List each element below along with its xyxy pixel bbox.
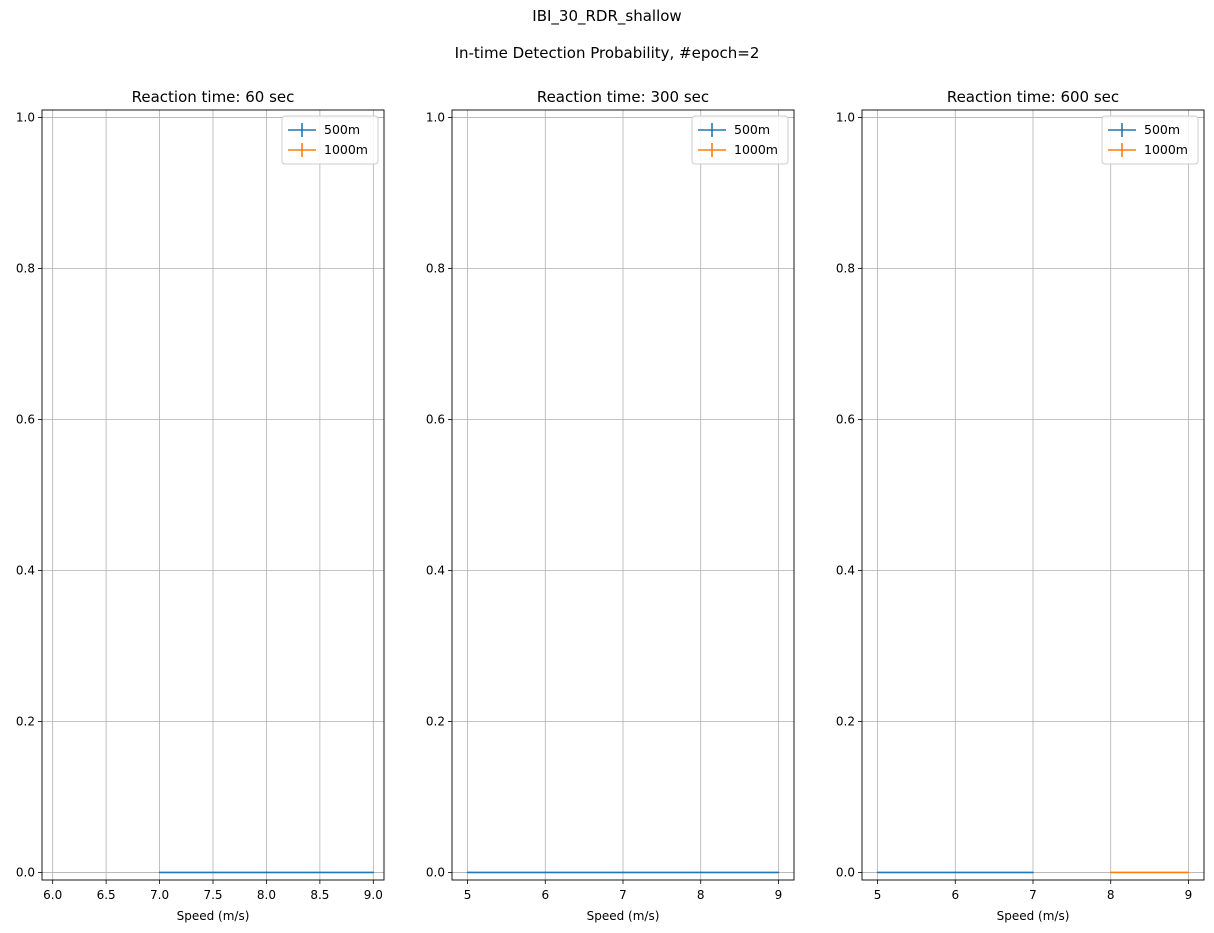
- y-tick-label: 0.6: [16, 413, 35, 427]
- data-point-1000m: [1109, 871, 1112, 874]
- x-tick-label: 8: [697, 888, 705, 902]
- x-tick-label: 6.5: [97, 888, 116, 902]
- y-tick-label: 1.0: [836, 111, 855, 125]
- data-point-500m: [158, 871, 161, 874]
- x-axis-label: Speed (m/s): [587, 909, 660, 923]
- legend: 500m 1000m: [691, 115, 789, 165]
- data-point-500m: [699, 871, 702, 874]
- legend-label-500m: 500m: [324, 122, 360, 137]
- x-tick-label: 6.0: [43, 888, 62, 902]
- x-tick-label: 9.0: [364, 888, 383, 902]
- subplot-title: Reaction time: 600 sec: [947, 88, 1119, 106]
- x-tick-label: 5: [874, 888, 882, 902]
- y-tick-label: 0.6: [836, 413, 855, 427]
- legend-label-1000m: 1000m: [734, 142, 778, 157]
- y-tick-label: 0.4: [426, 563, 445, 577]
- y-tick-label: 0.8: [836, 262, 855, 276]
- y-tick-label: 1.0: [16, 111, 35, 125]
- x-tick-label: 5: [464, 888, 472, 902]
- y-tick-label: 0.4: [16, 563, 35, 577]
- legend-label-500m: 500m: [734, 122, 770, 137]
- data-point-500m: [622, 871, 624, 874]
- data-point-500m: [1032, 871, 1034, 874]
- subplot-2: 5 6 7 8 9 0.0 0.2 0.4 0.6 0.8 1.0 Reaction time: 30…: [426, 88, 795, 923]
- x-tick-label: 9: [1185, 888, 1193, 902]
- x-tick-label: 9: [775, 888, 783, 902]
- y-tick-label: 0.8: [426, 262, 445, 276]
- subplot-3: 5 6 7 8 9 0.0 0.2 0.4 0.6 0.8 1.0 Reaction time: 60…: [836, 88, 1205, 923]
- x-tick-label: 7.5: [203, 888, 222, 902]
- y-tick-label: 0.0: [836, 865, 855, 879]
- data-point-500m: [954, 871, 957, 874]
- x-tick-label: 7: [619, 888, 627, 902]
- figure-title: IBI_30_RDR_shallow: [532, 7, 682, 25]
- data-point-500m: [466, 871, 469, 874]
- subplot-1: 6.0 6.5 7.0 7.5 8.0 8.5 9.0 0.0 0.2 0.4 0.6 0.8 1.0 R…: [16, 88, 385, 923]
- y-tick-label: 0.2: [836, 714, 855, 728]
- subplot-title: Reaction time: 300 sec: [537, 88, 709, 106]
- legend-box: [1101, 115, 1199, 165]
- x-tick-label: 6: [541, 888, 549, 902]
- y-tick-label: 0.4: [836, 563, 855, 577]
- y-tick-label: 0.8: [16, 262, 35, 276]
- subplot-title: Reaction time: 60 sec: [132, 88, 295, 106]
- data-point-500m: [372, 871, 375, 874]
- legend: 500m 1000m: [281, 115, 379, 165]
- data-point-500m: [777, 871, 780, 874]
- x-tick-label: 8: [1107, 888, 1115, 902]
- x-tick-label: 7.0: [150, 888, 169, 902]
- data-point-1000m: [1187, 871, 1190, 874]
- legend-label-500m: 500m: [1144, 122, 1180, 137]
- data-point-500m: [544, 871, 547, 874]
- figure-subtitle: In-time Detection Probability, #epoch=2: [454, 44, 760, 62]
- x-axis-label: Speed (m/s): [997, 909, 1070, 923]
- legend-label-1000m: 1000m: [324, 142, 368, 157]
- axes-frame: [861, 109, 1205, 881]
- x-axis-label: Speed (m/s): [177, 909, 250, 923]
- x-tick-label: 7: [1029, 888, 1037, 902]
- y-tick-label: 0.6: [426, 413, 445, 427]
- y-tick-label: 0.0: [16, 865, 35, 879]
- legend-box: [281, 115, 379, 165]
- y-tick-label: 0.2: [426, 714, 445, 728]
- x-tick-label: 8.0: [257, 888, 276, 902]
- data-point-500m: [265, 871, 268, 874]
- x-tick-label: 6: [951, 888, 959, 902]
- legend-box: [691, 115, 789, 165]
- legend-label-1000m: 1000m: [1144, 142, 1188, 157]
- axes-frame: [451, 109, 795, 881]
- y-tick-label: 0.0: [426, 865, 445, 879]
- legend: 500m 1000m: [1101, 115, 1199, 165]
- x-tick-label: 8.5: [310, 888, 329, 902]
- data-point-500m: [876, 871, 879, 874]
- axes-frame: [41, 109, 385, 881]
- y-tick-label: 0.2: [16, 714, 35, 728]
- y-tick-label: 1.0: [426, 111, 445, 125]
